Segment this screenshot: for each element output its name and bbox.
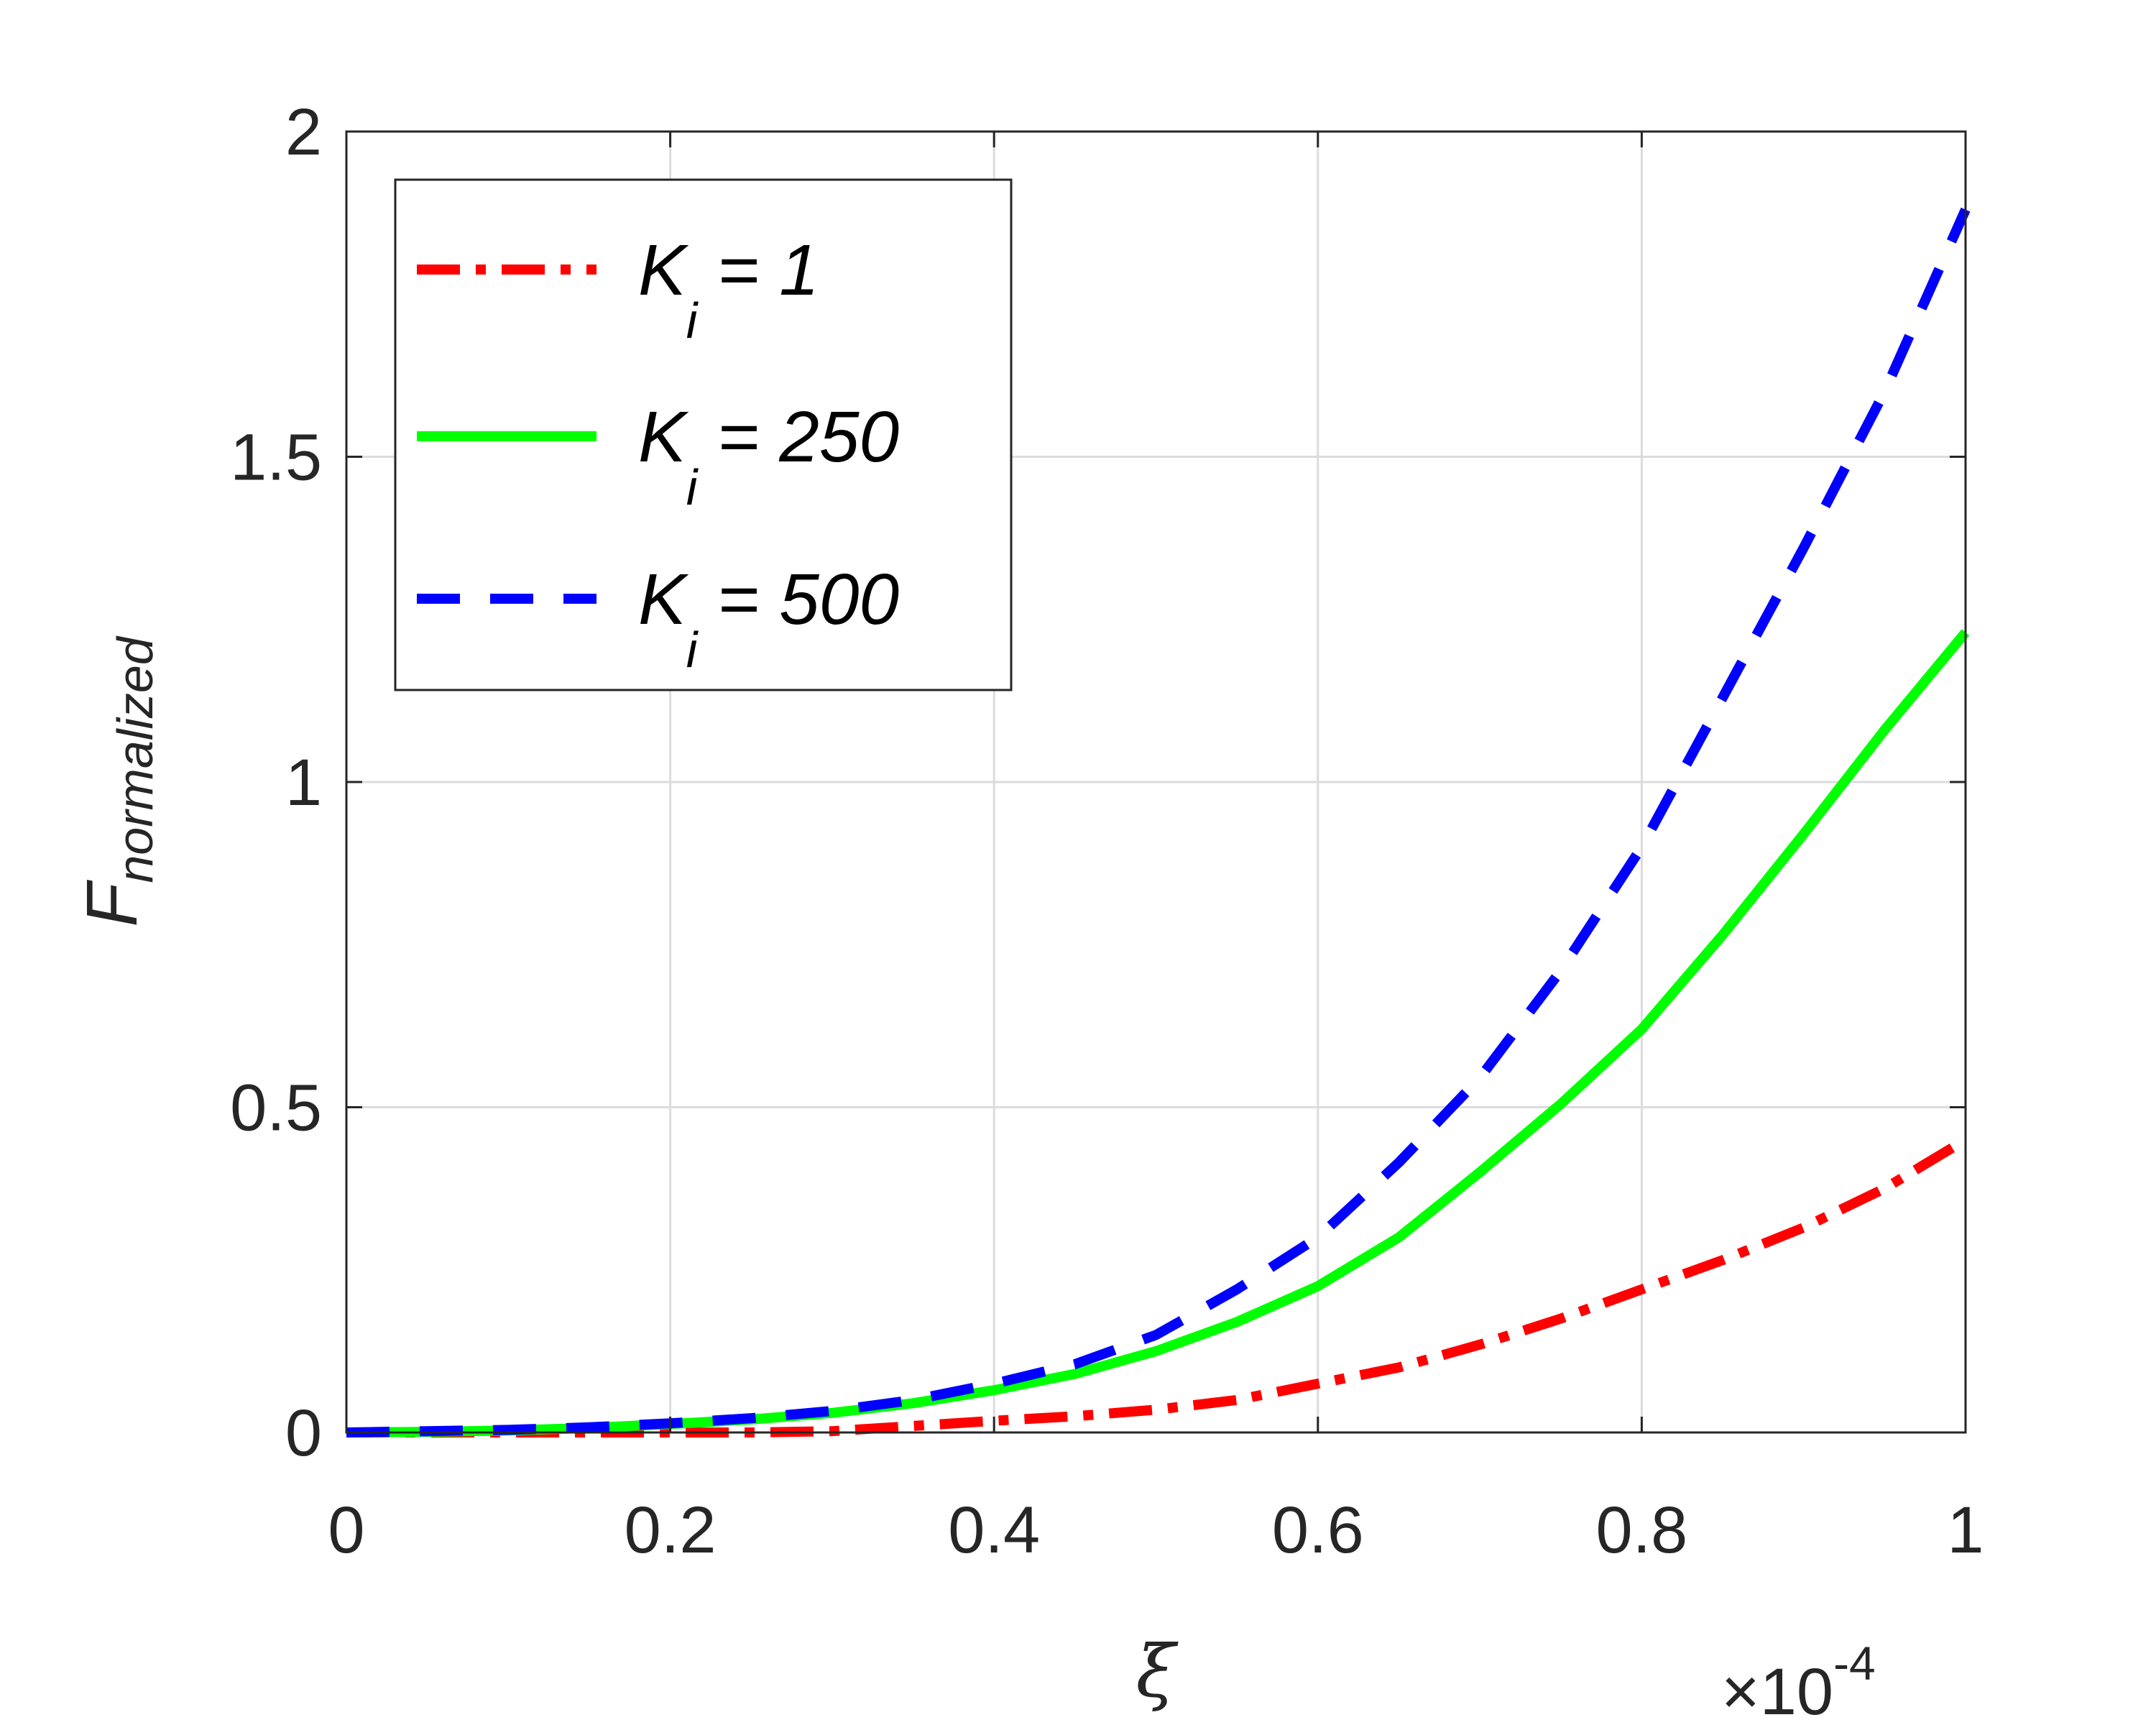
ticks <box>345 130 1967 1434</box>
legend-item-0: Ki = 1 <box>417 230 819 349</box>
y-tick-label: 1.5 <box>230 421 322 494</box>
legend-label-subscript: i <box>686 293 699 349</box>
x-tick-label: 0.8 <box>1595 1494 1687 1567</box>
legend-label: Ki = 500 <box>638 559 899 678</box>
legend-label-suffix: = 1 <box>697 230 819 310</box>
legend-label-main: K <box>638 230 689 310</box>
y-axis-label-subscript: normalized <box>107 635 163 883</box>
y-tick-label: 0.5 <box>230 1072 322 1145</box>
legend-label-main: K <box>638 559 689 640</box>
x-axis-multiplier-exponent: -4 <box>1833 1637 1876 1690</box>
y-tick-label: 0 <box>285 1397 322 1470</box>
legend-label-subscript: i <box>686 622 699 678</box>
legend-label-main: K <box>638 397 689 477</box>
x-axis-multiplier-base: ×10 <box>1721 1655 1833 1725</box>
y-tick-label: 2 <box>285 96 322 169</box>
x-axis-multiplier: ×10-4 <box>1721 1637 1876 1725</box>
legend-label-suffix: = 500 <box>697 559 899 640</box>
legend-label-suffix: = 250 <box>697 397 899 477</box>
legend-label-subscript: i <box>686 459 699 515</box>
x-tick-label: 0.2 <box>625 1494 717 1567</box>
y-tick-labels: 0 0.5 1 1.5 2 <box>230 96 322 1470</box>
x-axis-label: ξ <box>1135 1629 1179 1714</box>
y-axis-label: Fnormalized <box>72 635 163 927</box>
x-tick-labels: 0 0.2 0.4 0.6 0.8 1 <box>328 1494 1984 1567</box>
legend-item-2: Ki = 500 <box>417 559 899 678</box>
x-tick-label: 0 <box>328 1494 364 1567</box>
series-line-2 <box>346 207 1971 1438</box>
legend-item-1: Ki = 250 <box>417 397 899 515</box>
legend-label: Ki = 250 <box>638 397 899 515</box>
x-tick-label: 1 <box>1947 1494 1984 1567</box>
y-tick-label: 1 <box>285 746 322 819</box>
legend-label: Ki = 1 <box>638 230 819 349</box>
y-axis-label-main: F <box>72 880 152 927</box>
series-line-1 <box>346 629 1970 1438</box>
x-tick-label: 0.4 <box>948 1494 1040 1567</box>
x-tick-label: 0.6 <box>1272 1494 1364 1567</box>
